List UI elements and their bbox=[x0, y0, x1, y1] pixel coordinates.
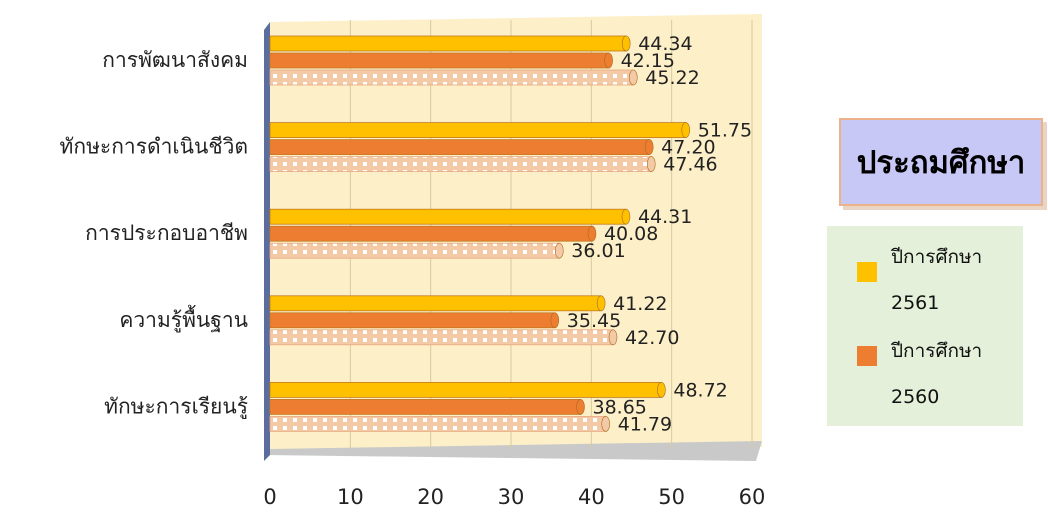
bar-cap bbox=[681, 122, 691, 138]
data-label: 44.31 bbox=[638, 206, 692, 228]
x-tick-label: 0 bbox=[263, 485, 276, 509]
legend: ปีการศึกษา 2561 ปีการศึกษา 2560 bbox=[827, 226, 1023, 426]
data-label: 44.34 bbox=[638, 33, 692, 55]
bar bbox=[269, 139, 650, 156]
chart-title: ประถมศึกษา bbox=[839, 118, 1043, 206]
bar-cap bbox=[657, 382, 666, 398]
bar-cap bbox=[608, 329, 618, 346]
legend-year: 2560 bbox=[891, 386, 940, 408]
bar bbox=[269, 242, 560, 259]
bar-cap bbox=[644, 139, 654, 155]
category-label: ทักษะการดำเนินชีวิต bbox=[60, 135, 248, 159]
bar bbox=[269, 225, 593, 242]
x-tick-label: 40 bbox=[578, 485, 605, 509]
bar bbox=[269, 312, 556, 329]
data-label: 40.08 bbox=[604, 223, 658, 245]
bar bbox=[269, 52, 610, 69]
legend-label: ปีการศึกษา bbox=[891, 340, 983, 362]
bar bbox=[269, 156, 652, 173]
data-label: 35.45 bbox=[567, 310, 621, 332]
x-tick-label: 30 bbox=[498, 485, 525, 509]
bar bbox=[269, 398, 581, 415]
data-label: 42.15 bbox=[621, 50, 675, 72]
category-label: การประกอบอาชีพ bbox=[85, 221, 248, 245]
bar bbox=[269, 208, 627, 225]
data-label: 51.75 bbox=[698, 120, 752, 142]
data-label: 41.79 bbox=[618, 413, 672, 435]
bar-cap bbox=[621, 35, 631, 52]
bar-cap bbox=[628, 69, 638, 86]
bar-cap bbox=[604, 52, 613, 69]
data-label: 38.65 bbox=[592, 396, 646, 418]
bar-cap bbox=[550, 312, 560, 329]
data-label: 36.01 bbox=[571, 240, 625, 262]
category-label: การพัฒนาสังคม bbox=[102, 48, 248, 72]
bar-cap bbox=[646, 156, 656, 172]
bar bbox=[269, 122, 687, 138]
data-label: 47.20 bbox=[661, 137, 715, 159]
bar-cap bbox=[596, 295, 606, 312]
bar bbox=[269, 381, 662, 398]
x-tick-label: 10 bbox=[337, 485, 364, 509]
bar bbox=[269, 295, 602, 312]
plot-left-wall bbox=[264, 22, 270, 461]
plot-floor bbox=[264, 441, 762, 461]
bar-cap bbox=[621, 208, 631, 225]
bar-cap bbox=[554, 242, 564, 259]
data-label: 48.72 bbox=[673, 379, 727, 401]
category-label: ความรู้พื้นฐาน bbox=[119, 305, 248, 333]
data-label: 42.70 bbox=[625, 327, 679, 349]
legend-year: 2561 bbox=[891, 292, 940, 314]
legend-swatch-2560 bbox=[857, 346, 877, 366]
data-label: 45.22 bbox=[645, 67, 699, 89]
bar-cap bbox=[601, 416, 611, 432]
x-tick-label: 60 bbox=[739, 485, 766, 509]
bar bbox=[269, 329, 614, 346]
bar bbox=[269, 415, 607, 432]
category-label: ทักษะการเรียนรู้ bbox=[104, 394, 248, 419]
bar-cap bbox=[587, 225, 597, 242]
data-label: 47.46 bbox=[663, 154, 717, 176]
bar bbox=[269, 69, 634, 86]
legend-swatch-2561 bbox=[857, 262, 877, 282]
data-label: 41.22 bbox=[613, 293, 667, 315]
x-tick-label: 50 bbox=[658, 485, 685, 509]
bar-cap bbox=[576, 399, 585, 415]
x-tick-label: 20 bbox=[417, 485, 444, 509]
bar bbox=[269, 35, 627, 52]
legend-label: ปีการศึกษา bbox=[891, 246, 983, 268]
